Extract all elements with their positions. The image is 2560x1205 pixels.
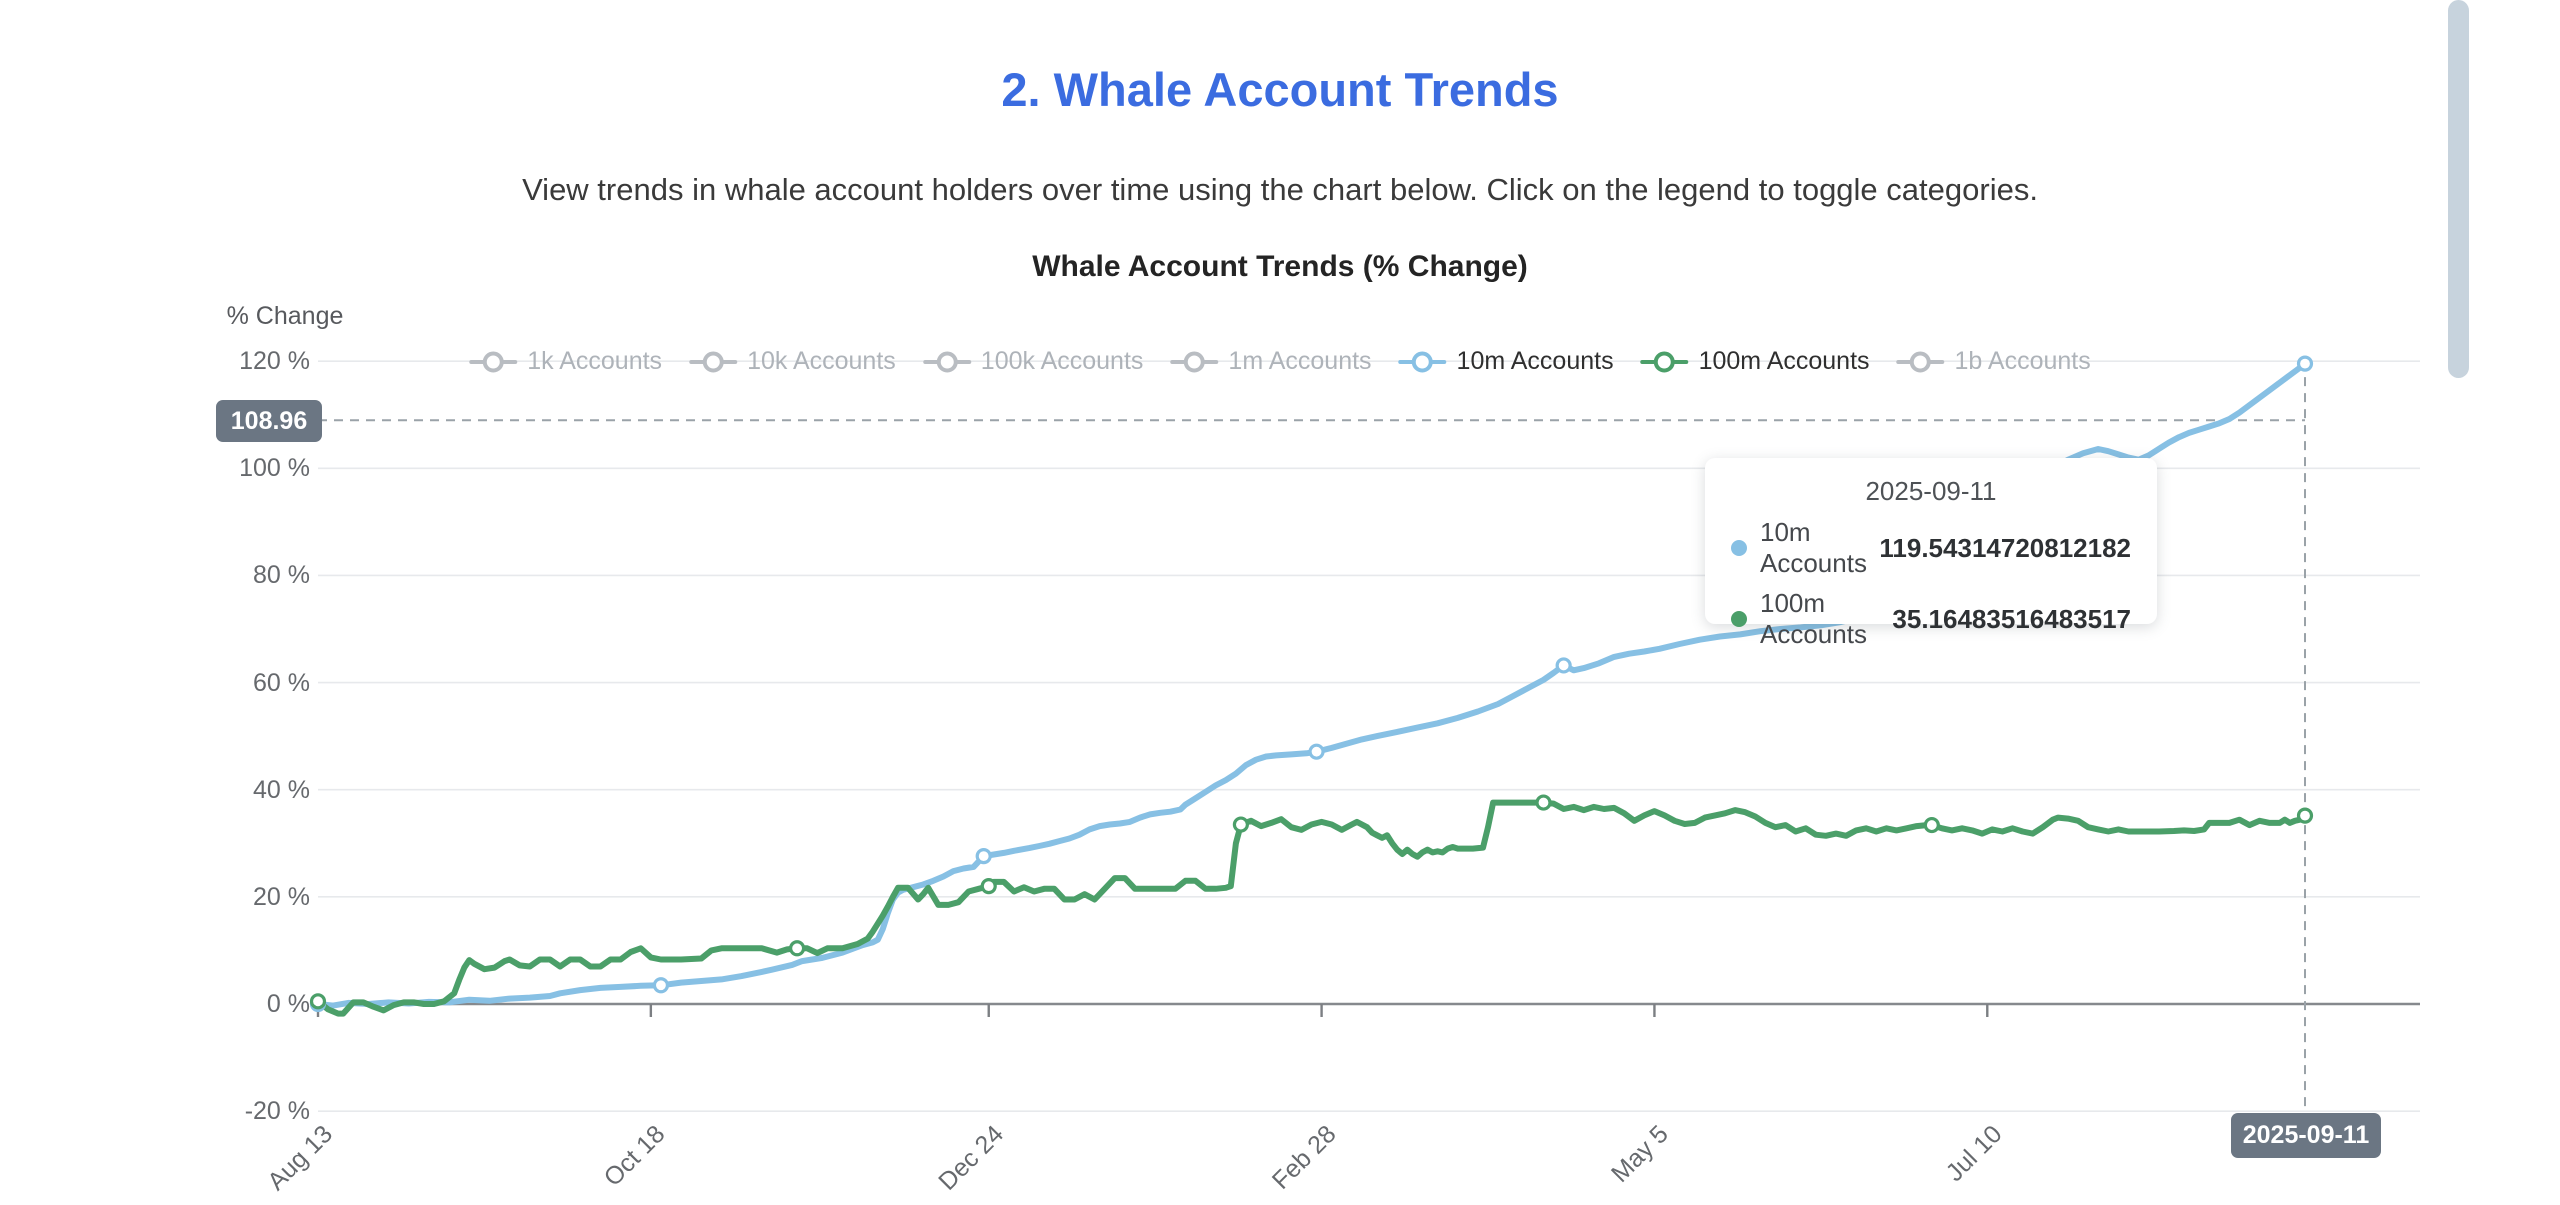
legend-item-1k-accounts[interactable]: 1k Accounts [469,347,662,376]
y-tick-label: 80 % [253,561,310,590]
legend-line-marker-icon [469,351,518,372]
legend-item-100k-accounts[interactable]: 100k Accounts [922,347,1144,376]
y-tick-label: 40 % [253,775,310,804]
y-tick-label: 60 % [253,668,310,697]
crosshair-x-date-badge: 2025-09-11 [2231,1113,2381,1158]
data-point-marker[interactable] [652,977,670,994]
tooltip-series-value: 35.16483516483517 [1892,603,2131,634]
tooltip-date: 2025-09-11 [1865,476,1997,506]
tooltip-row: 100m Accounts 35.16483516483517 [1731,588,2131,650]
page-title: 2. Whale Account Trends [1001,63,1559,116]
legend-line-marker-icon [1398,351,1447,372]
y-tick-label: 0 % [266,990,310,1018]
data-point-marker[interactable] [2296,807,2314,824]
legend-item-100m-accounts[interactable]: 100m Accounts [1640,347,1870,376]
legend-item-1b-accounts[interactable]: 1b Accounts [1896,347,2091,376]
data-point-marker[interactable] [975,848,992,865]
chart-tooltip: 2025-09-11 10m Accounts 119.5431472081218… [1705,458,2157,649]
data-point-marker[interactable] [2296,355,2314,372]
y-tick-label: -20 % [244,1097,310,1126]
legend-item-1m-accounts[interactable]: 1m Accounts [1170,347,1372,376]
legend-line-marker-icon [1170,351,1219,372]
data-point-marker[interactable] [788,940,806,957]
series-color-dot-icon [1731,540,1747,556]
tooltip-series-label: 10m Accounts [1760,517,1867,578]
chart-legend: 1k Accounts 10k Accounts 100k Accounts 1m A… [469,347,2091,376]
legend-line-marker-icon [1640,351,1689,372]
data-point-marker[interactable] [980,878,997,895]
legend-label: 10k Accounts [747,347,896,375]
y-tick-label: 100 % [239,454,310,483]
legend-line-marker-icon [689,351,738,372]
series-line-100m-accounts[interactable] [315,799,2308,1017]
y-tick-label: 120 % [239,347,310,376]
data-point-marker[interactable] [309,993,327,1010]
legend-item-10k-accounts[interactable]: 10k Accounts [689,347,896,376]
data-point-marker[interactable] [1308,743,1325,760]
tooltip-row: 10m Accounts 119.54314720812182 [1731,517,2131,579]
legend-line-marker-icon [922,351,971,372]
chart-title: Whale Account Trends (% Change) [1032,250,1528,283]
legend-label: 10m Accounts [1456,347,1614,375]
data-point-marker[interactable] [1232,816,1249,833]
y-axis-title: % Change [226,302,344,330]
data-point-marker[interactable] [1555,657,1572,674]
page-subtitle: View trends in whale account holders ove… [522,172,2038,207]
legend-label: 1k Accounts [527,347,663,375]
y-tick-label: 20 % [253,882,310,911]
legend-label: 100m Accounts [1698,347,1870,375]
legend-label: 1b Accounts [1954,347,2091,375]
data-point-marker[interactable] [1535,794,1552,811]
tooltip-series-label: 100m Accounts [1760,588,1867,649]
legend-label: 100k Accounts [980,347,1144,375]
data-point-marker[interactable] [1923,816,1940,834]
vertical-scrollbar-thumb[interactable] [2448,0,2469,378]
tooltip-series-value: 119.54314720812182 [1879,532,2131,563]
series-color-dot-icon [1731,611,1747,627]
legend-label: 1m Accounts [1228,347,1372,375]
legend-item-10m-accounts[interactable]: 10m Accounts [1398,347,1614,376]
crosshair-y-value-badge: 108.96 [216,400,322,442]
legend-line-marker-icon [1896,351,1945,372]
